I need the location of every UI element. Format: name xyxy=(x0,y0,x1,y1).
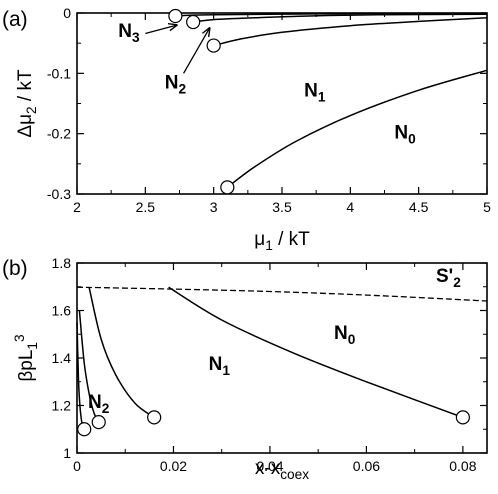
x-tick-label: 0.02 xyxy=(160,458,187,474)
endpoint-marker xyxy=(77,422,92,437)
series-line-N xyxy=(226,69,488,188)
endpoint-marker xyxy=(206,38,221,53)
y-axis-label: βpL1​3​ xyxy=(12,334,40,381)
series-line-N xyxy=(76,322,85,430)
endpoint-marker xyxy=(168,8,183,24)
x-tick-label: 0.04 xyxy=(256,458,283,474)
arrow-N2 xyxy=(183,28,210,74)
region-label: N0​ xyxy=(394,122,416,146)
endpoint-marker xyxy=(186,14,201,30)
endpoint-marker xyxy=(147,410,162,425)
arrow-N3 xyxy=(145,25,176,35)
y-tick-label: 1.8 xyxy=(52,255,72,271)
region-label: N2​ xyxy=(88,392,110,416)
panel-label: (a) xyxy=(2,8,28,31)
y-axis-label: Δμ2​ / kT xyxy=(15,69,39,138)
series-line-N xyxy=(175,12,488,17)
y-tick-label: 1.2 xyxy=(52,398,72,414)
region-label: N3​ xyxy=(118,21,140,45)
y-tick-label: 0 xyxy=(63,5,71,21)
x-tick-label: 0.08 xyxy=(449,458,476,474)
x-tick-label: 4 xyxy=(346,199,354,215)
y-tick-label: -0.2 xyxy=(47,126,71,142)
y-axis-label-group: βpL1​3​ xyxy=(12,334,40,381)
x-tick-label: 0 xyxy=(73,458,81,474)
x-tick-label: 0.06 xyxy=(353,458,380,474)
y-tick-label: 1.6 xyxy=(52,303,72,319)
panel-label: (b) xyxy=(2,257,28,280)
x-tick-label: 5 xyxy=(483,199,491,215)
series-line-N xyxy=(193,13,488,23)
x-tick-label: 2 xyxy=(73,199,81,215)
region-label: N2​ xyxy=(165,72,187,96)
region-label: S'2​ xyxy=(436,266,461,290)
region-label: N1​ xyxy=(209,354,231,378)
plot-frame xyxy=(76,262,488,454)
x-axis-label: x-xcoex xyxy=(255,458,309,482)
y-axis-label-group: Δμ2​ / kT xyxy=(15,69,39,138)
endpoint-marker xyxy=(220,180,235,195)
endpoint-marker xyxy=(91,415,106,430)
y-tick-label: -0.3 xyxy=(47,186,71,202)
region-label: N1​ xyxy=(304,80,326,104)
series-line-N xyxy=(213,17,488,47)
panel-a: 2 2.5 3 3.5 4 4.5 5 0 -0.1 -0.2 -0.3 N3​ N2​ N1​ N0​ (a… xyxy=(2,5,491,253)
x-tick-label: 3 xyxy=(210,199,218,215)
y-tick-label: 1.4 xyxy=(52,350,72,366)
x-tick-label: 4.5 xyxy=(409,199,429,215)
x-tick-label: 2.5 xyxy=(136,199,156,215)
series-line-N xyxy=(168,286,464,419)
y-tick-label: -0.1 xyxy=(47,65,71,81)
x-axis-label: μ1​ / kT xyxy=(254,229,310,253)
series-line-S xyxy=(76,286,488,302)
y-tick-label: 1 xyxy=(63,445,71,461)
x-tick-label: 3.5 xyxy=(272,199,292,215)
endpoint-marker xyxy=(455,410,470,425)
series-line-N xyxy=(88,287,155,419)
panel-b: 0 0.02 0.04 0.06 0.08 1 1.2 1.4 1.6 1.8 S'2​ N0​ N1​… xyxy=(2,255,488,482)
region-label: N0​ xyxy=(334,323,356,347)
